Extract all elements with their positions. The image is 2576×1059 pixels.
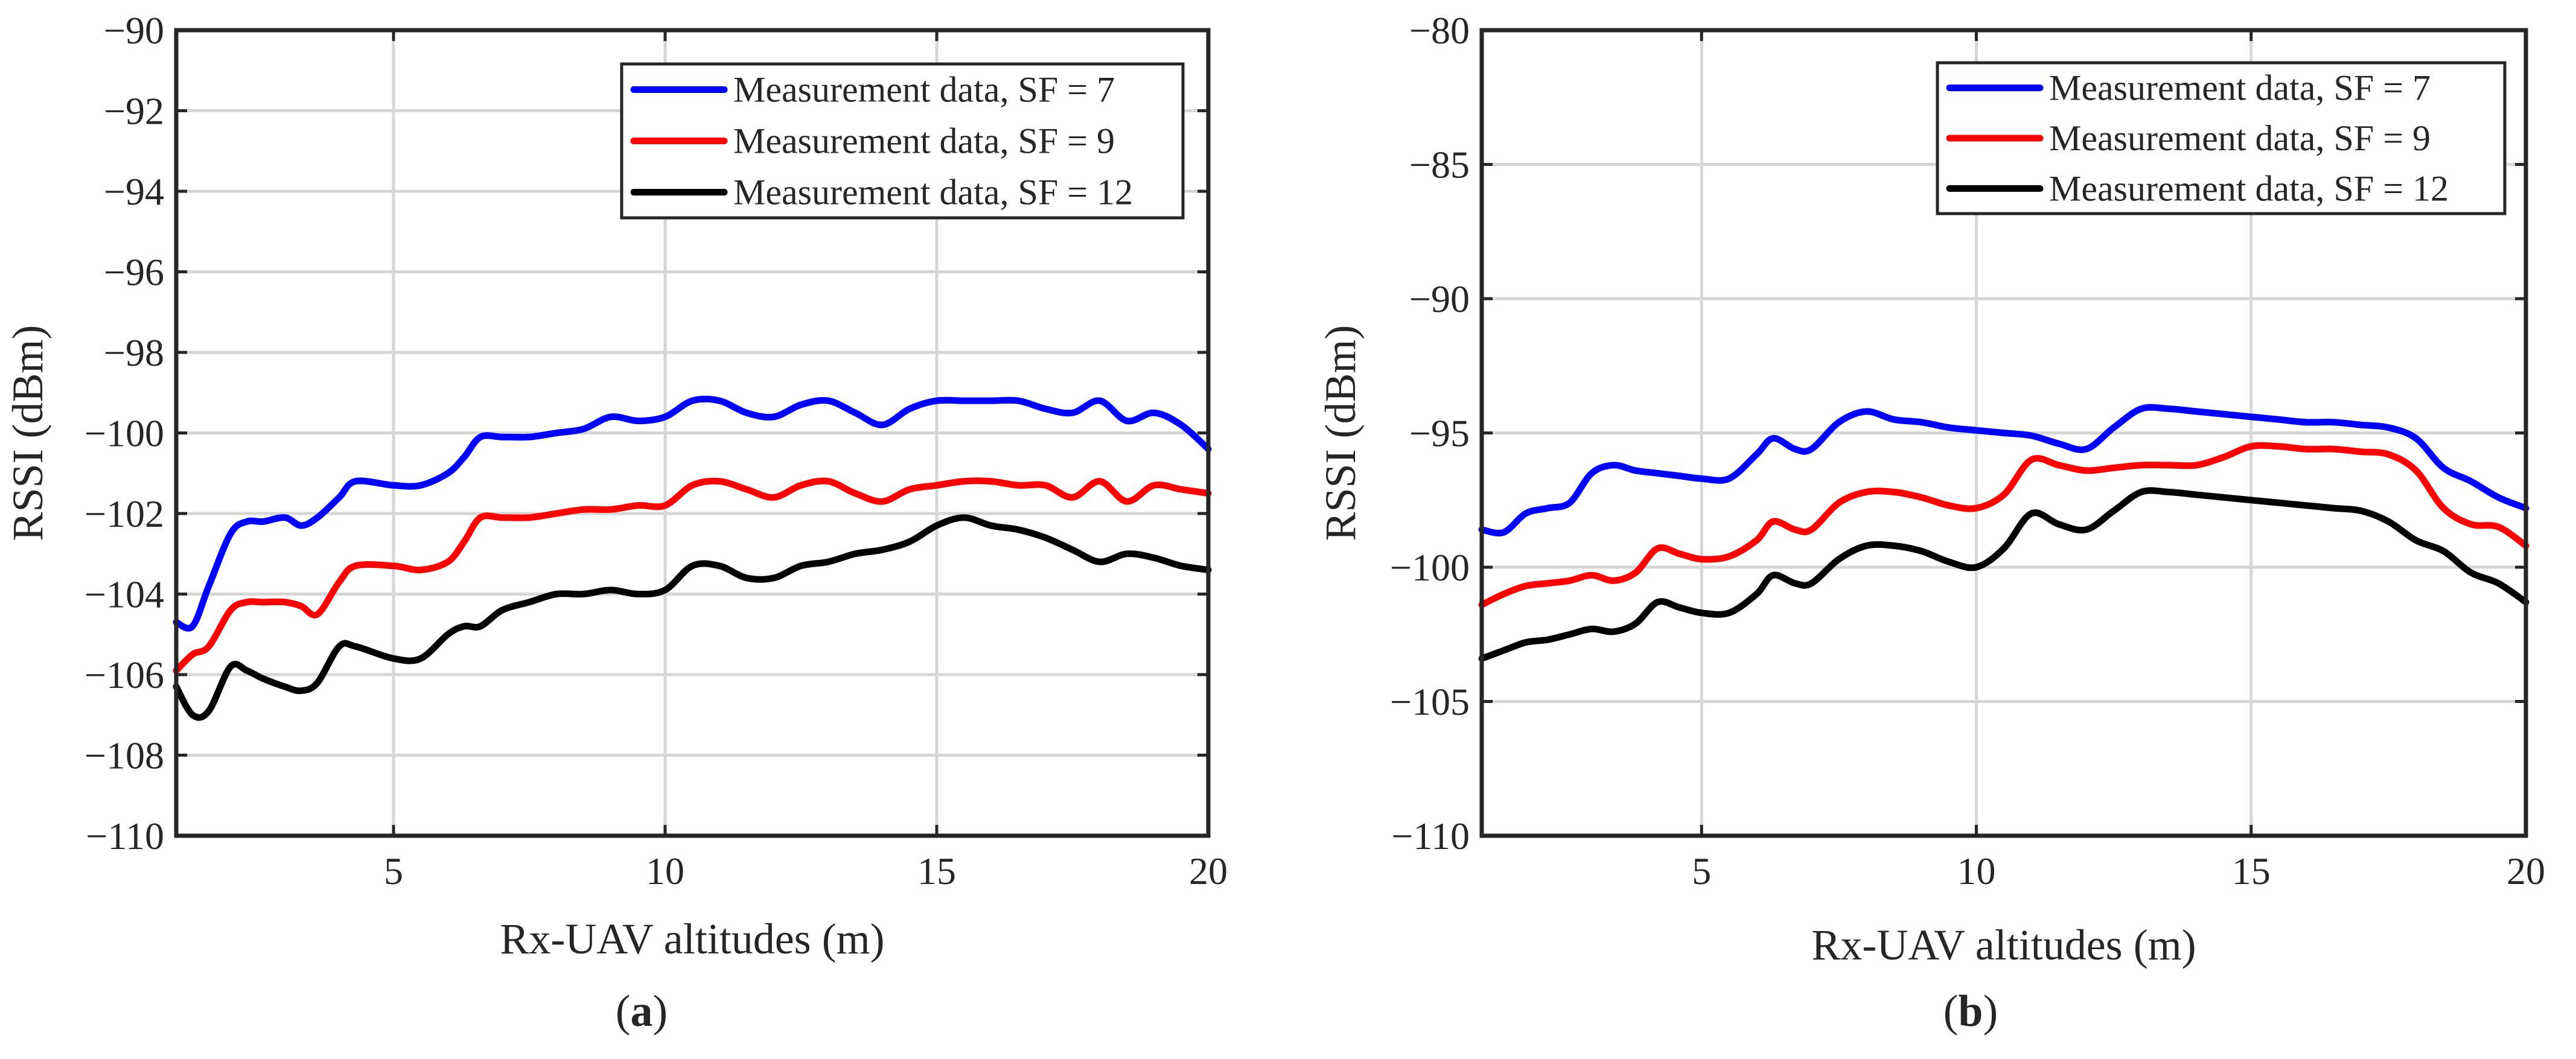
legend-label-3: Measurement data, SF = 12 (2049, 168, 2449, 208)
y-tick-label: −94 (104, 170, 164, 213)
x-tick-label: 20 (2507, 850, 2545, 892)
y-tick-label: −90 (1409, 278, 1470, 320)
y-tick-label: −106 (84, 654, 164, 696)
series-line-2 (173, 477, 1212, 674)
y-tick-label: −102 (84, 492, 164, 535)
x-tick-label: 15 (2232, 850, 2271, 892)
y-tick-label: −104 (84, 573, 164, 616)
x-tick-label: 5 (1692, 850, 1711, 892)
y-tick-label: −85 (1409, 144, 1470, 186)
series-line-3 (173, 514, 1212, 721)
x-axis-label: Rx-UAV altitudes (m) (500, 915, 884, 963)
y-tick-label: −108 (84, 734, 164, 777)
y-tick-label: −105 (1390, 681, 1470, 723)
x-tick-label: 5 (384, 850, 403, 892)
y-tick-label: −110 (86, 815, 164, 857)
y-tick-label: −100 (84, 412, 164, 455)
panel-caption: (a) (616, 987, 668, 1036)
y-tick-label: −110 (1391, 815, 1470, 857)
x-axis-label: Rx-UAV altitudes (m) (1811, 921, 2196, 969)
series-line-1 (1478, 404, 2530, 536)
legend: Measurement data, SF = 7 Measurement data… (620, 62, 1185, 220)
legend-label-2: Measurement data, SF = 9 (733, 121, 1115, 161)
y-tick-label: −100 (1390, 546, 1470, 589)
panel-caption-letter: a (631, 987, 653, 1036)
legend-label-1: Measurement data, SF = 7 (2049, 68, 2431, 108)
x-tick-label: 10 (1957, 850, 1995, 892)
y-tick-label: −92 (104, 90, 164, 133)
y-tick-label: −80 (1409, 9, 1470, 52)
y-tick-label: −98 (104, 331, 164, 374)
x-tick-label: 15 (917, 850, 956, 892)
y-axis-label: RSSI (dBm) (1316, 325, 1365, 541)
series-line-3 (1478, 487, 2530, 662)
series-line-2 (1478, 442, 2530, 608)
y-tick-label: −95 (1409, 412, 1470, 455)
legend-label-1: Measurement data, SF = 7 (733, 70, 1115, 110)
legend-label-2: Measurement data, SF = 9 (2049, 118, 2431, 158)
y-axis-label: RSSI (dBm) (4, 325, 52, 541)
y-tick-label: −90 (104, 9, 164, 52)
y-tick-label: −96 (104, 251, 164, 294)
legend-label-3: Measurement data, SF = 12 (733, 173, 1133, 212)
series-line-1 (173, 395, 1212, 632)
x-tick-label: 10 (646, 850, 684, 892)
chart-panel-b: 5 10 15 20 −110 −105 −100 −95 −90 −85 −80 Rx-UAV al… (1316, 9, 2545, 1036)
panel-caption: (b) (1943, 987, 1998, 1036)
legend: Measurement data, SF = 7 Measurement data… (1936, 61, 2507, 215)
chart-panel-a: 5 10 15 20 −110 −108 −106 −104 −102 −100 −98 −96 −94… (4, 9, 1228, 1036)
panel-caption-letter: b (1958, 987, 1983, 1036)
x-tick-label: 20 (1189, 850, 1228, 892)
